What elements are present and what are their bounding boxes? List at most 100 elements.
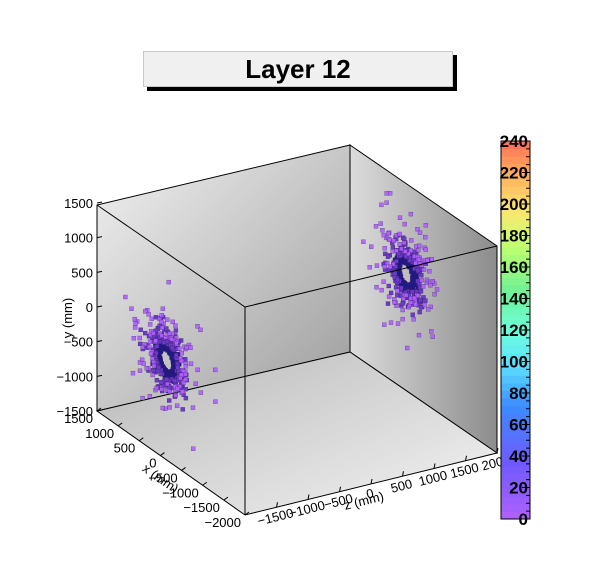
hit-point xyxy=(397,215,403,220)
hit-point xyxy=(129,306,134,311)
palette-band xyxy=(501,458,530,467)
hit-point xyxy=(392,300,397,305)
palette-band xyxy=(501,352,530,361)
hit-point xyxy=(417,281,422,286)
hit-point xyxy=(395,277,400,282)
hit-point xyxy=(402,240,407,246)
hit-point xyxy=(395,288,400,293)
hit-point xyxy=(392,275,397,280)
hit-point xyxy=(151,363,157,369)
palette-tick-label: 160 xyxy=(500,258,528,277)
hit-point xyxy=(401,296,406,302)
hit-point xyxy=(411,317,416,322)
hit-point xyxy=(387,237,392,243)
hit-point xyxy=(384,260,390,266)
hit-point xyxy=(384,200,389,205)
hit-point xyxy=(166,279,171,285)
hit-point xyxy=(167,331,172,336)
hit-point xyxy=(400,301,405,306)
title-box: Layer 12 xyxy=(143,51,453,87)
hit-point xyxy=(140,345,145,350)
hit-point xyxy=(410,312,415,317)
hit-point xyxy=(143,309,148,314)
hit-point xyxy=(179,372,184,378)
hit-point xyxy=(183,372,188,377)
hit-point xyxy=(161,340,167,345)
hit-point xyxy=(383,251,388,257)
hit-point xyxy=(373,224,379,229)
y-tick-label: 1500 xyxy=(64,196,93,211)
hit-points xyxy=(123,191,440,451)
hit-point xyxy=(379,202,384,208)
hit-point xyxy=(174,403,180,408)
hit-point xyxy=(133,321,138,326)
hit-point xyxy=(408,211,414,217)
hit-point xyxy=(153,338,158,343)
palette-band xyxy=(501,443,530,452)
hit-point xyxy=(155,368,161,374)
hit-point xyxy=(179,358,185,364)
hit-point xyxy=(165,317,170,322)
palette-band xyxy=(501,450,530,460)
hit-point xyxy=(159,313,164,318)
hit-point xyxy=(184,345,189,350)
hit-point xyxy=(173,323,178,328)
hit-point xyxy=(160,306,166,311)
hit-point xyxy=(428,304,433,310)
hit-point xyxy=(422,302,427,308)
hit-point xyxy=(434,287,440,292)
palette-band xyxy=(501,382,530,391)
palette-band xyxy=(501,496,530,505)
hit-point xyxy=(382,264,387,269)
hit-point xyxy=(400,307,405,313)
x-tick-label: 0 xyxy=(149,456,156,471)
palette-band xyxy=(501,193,530,202)
hit-point xyxy=(391,238,397,243)
palette-band xyxy=(501,201,530,210)
palette-band xyxy=(501,163,530,172)
hit-point xyxy=(123,294,128,300)
hit-point xyxy=(408,300,413,305)
z-tick-label: 0 xyxy=(365,485,376,501)
hit-point xyxy=(419,273,424,278)
y-tick-label: 1000 xyxy=(64,231,93,246)
palette-band xyxy=(501,367,530,376)
hit-point xyxy=(140,395,145,401)
palette-tick-label: 240 xyxy=(500,132,528,151)
hit-point xyxy=(154,343,160,349)
hit-point xyxy=(159,380,164,385)
hit-point xyxy=(385,254,391,259)
hit-point xyxy=(174,340,179,346)
hit-point xyxy=(399,285,404,291)
hit-point xyxy=(137,341,143,347)
hit-point xyxy=(198,327,203,333)
palette-band xyxy=(501,330,530,339)
hit-point xyxy=(409,283,414,288)
y-tick-label: 500 xyxy=(71,265,93,280)
hit-point xyxy=(173,393,178,398)
hit-point xyxy=(399,246,404,252)
hit-point xyxy=(421,267,427,272)
hit-point xyxy=(167,398,172,403)
palette-band xyxy=(501,277,530,286)
hit-point xyxy=(388,320,394,325)
hit-point xyxy=(382,246,387,251)
hit-point xyxy=(420,284,426,289)
hit-point xyxy=(183,387,188,392)
hit-point xyxy=(170,372,176,377)
palette-band xyxy=(501,231,530,240)
palette-band xyxy=(501,299,530,308)
palette-band xyxy=(501,428,530,437)
palette-band xyxy=(501,511,530,520)
hit-point xyxy=(402,221,407,227)
palette-band xyxy=(501,269,530,278)
hit-point xyxy=(213,399,218,404)
hit-point xyxy=(409,238,414,243)
hit-point xyxy=(405,283,410,288)
hit-point xyxy=(382,322,387,327)
hit-point xyxy=(390,249,395,254)
palette-band xyxy=(501,314,530,323)
hit-point xyxy=(403,253,408,259)
hit-point xyxy=(183,377,188,382)
hit-point xyxy=(386,283,391,289)
